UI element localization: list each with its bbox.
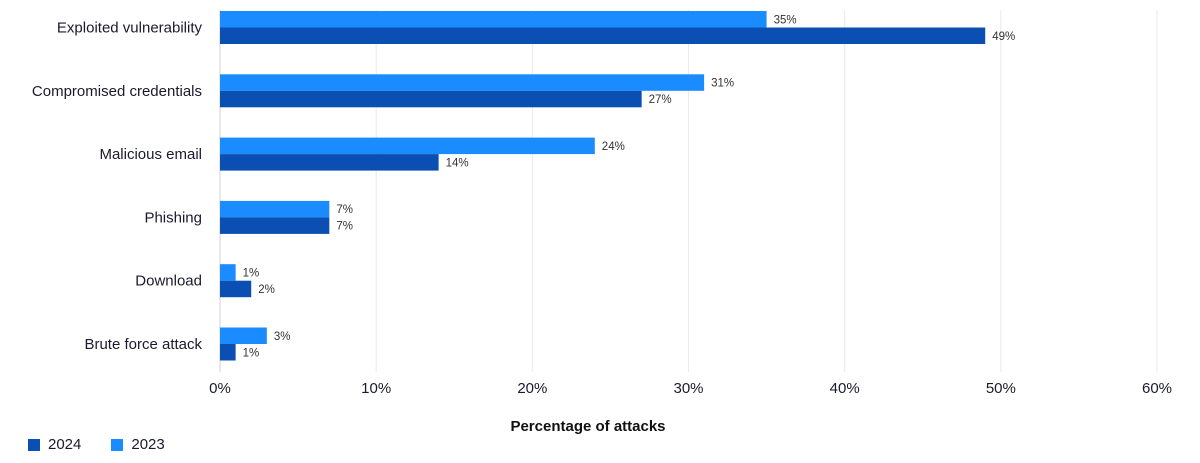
data-label-2024-exploited-vulnerability: 49% [992, 31, 1015, 43]
data-label-2023-exploited-vulnerability: 35% [774, 14, 797, 26]
x-tick-label-40: 40% [830, 380, 860, 397]
data-label-2023-brute-force-attack: 3% [274, 331, 291, 343]
bar-2023-phishing [220, 200, 330, 218]
x-axis-title: Percentage of attacks [510, 418, 665, 435]
data-label-2023-phishing: 7% [336, 204, 353, 216]
legend-label-2024: 2024 [48, 436, 82, 453]
category-label-compromised-credentials: Compromised credentials [32, 83, 202, 100]
data-label-2023-malicious-email: 24% [602, 141, 625, 153]
legend-swatch-2024 [28, 438, 40, 451]
bar-2024-exploited-vulnerability [220, 27, 986, 44]
bar-2023-malicious-email [220, 137, 595, 155]
legend-item-2023: 2023 [111, 436, 165, 453]
data-label-2024-compromised-credentials: 27% [649, 94, 672, 106]
x-tick-label-0: 0% [209, 380, 231, 397]
legend-item-2024: 2024 [28, 436, 81, 453]
category-label-brute-force-attack: Brute force attack [84, 336, 202, 353]
data-label-2024-malicious-email: 14% [446, 157, 469, 169]
bar-2023-download [220, 264, 236, 281]
bar-2023-exploited-vulnerability [220, 11, 767, 28]
category-label-download: Download [135, 273, 202, 290]
data-label-2023-compromised-credentials: 31% [711, 78, 734, 90]
legend-swatch-2023 [111, 438, 124, 451]
legend-label-2023: 2023 [131, 436, 165, 453]
data-label-2024-download: 2% [258, 284, 275, 296]
bar-2023-brute-force-attack [220, 327, 267, 344]
bar-2023-compromised-credentials [220, 74, 705, 91]
x-tick-label-20: 20% [517, 380, 547, 397]
x-tick-label-60: 60% [1142, 380, 1172, 397]
bar-2024-phishing [220, 217, 330, 234]
data-label-2023-download: 1% [243, 267, 260, 279]
category-label-phishing: Phishing [144, 209, 202, 226]
bar-2024-compromised-credentials [220, 90, 642, 108]
data-label-2024-brute-force-attack: 1% [243, 347, 260, 359]
category-label-exploited-vulnerability: Exploited vulnerability [57, 20, 203, 37]
bar-2024-malicious-email [220, 154, 439, 171]
chart-legend: 2024 2023 [28, 436, 165, 453]
x-tick-label-10: 10% [361, 380, 391, 397]
bar-2024-brute-force-attack [220, 344, 236, 361]
bar-2024-download [220, 280, 252, 298]
category-label-malicious-email: Malicious email [99, 146, 202, 163]
x-tick-label-50: 50% [986, 380, 1016, 397]
data-label-2024-phishing: 7% [336, 221, 353, 233]
x-tick-label-30: 30% [673, 380, 703, 397]
